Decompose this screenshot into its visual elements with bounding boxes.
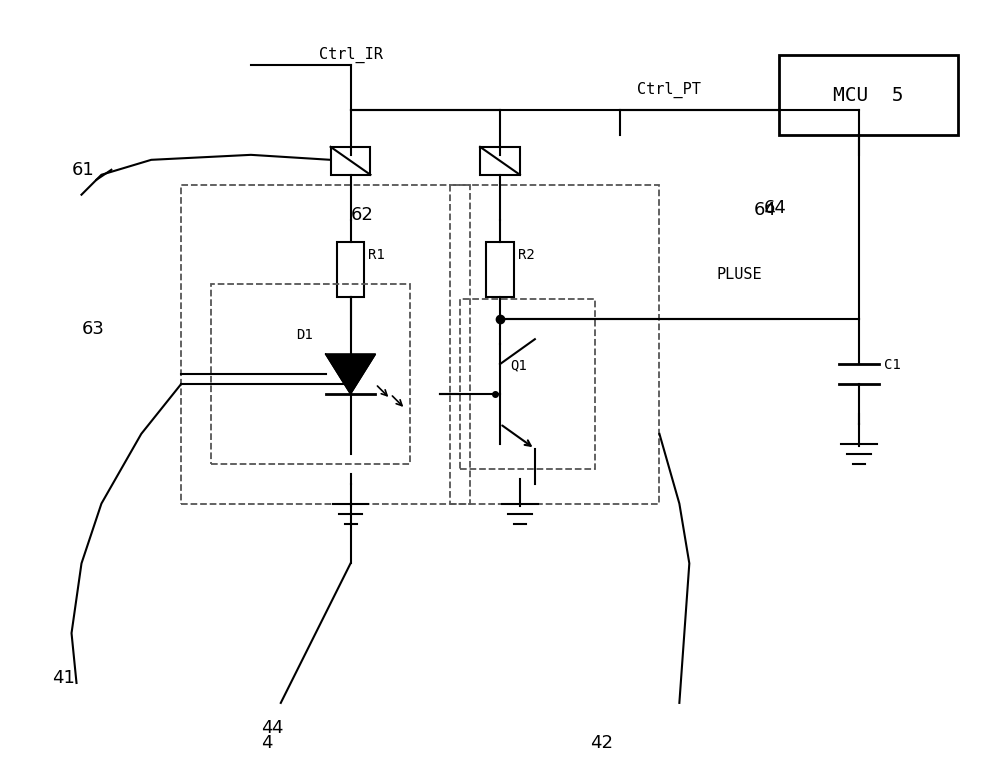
- Text: 62: 62: [351, 205, 373, 223]
- Bar: [211, 285, 410, 464]
- Text: R1: R1: [368, 249, 385, 263]
- Text: 4: 4: [261, 719, 272, 737]
- Text: Q1: Q1: [510, 358, 527, 372]
- Bar: [450, 185, 659, 503]
- Text: 42: 42: [590, 734, 613, 752]
- Text: 64: 64: [764, 198, 787, 216]
- Text: 4: 4: [271, 719, 282, 737]
- Text: PLUSE: PLUSE: [716, 267, 762, 282]
- Bar: [460, 299, 595, 469]
- Bar: [486, 242, 514, 297]
- Bar: [779, 55, 958, 135]
- Text: 61: 61: [72, 161, 94, 179]
- Bar: [181, 185, 470, 503]
- Text: Ctrl_IR: Ctrl_IR: [319, 47, 382, 64]
- Text: D1: D1: [296, 328, 312, 342]
- Polygon shape: [326, 354, 375, 394]
- Bar: [331, 147, 370, 175]
- Text: 4: 4: [261, 734, 272, 752]
- Text: R2: R2: [518, 249, 535, 263]
- Bar: [480, 147, 520, 175]
- Bar: [337, 242, 364, 297]
- Text: 64: 64: [754, 201, 777, 219]
- Text: Ctrl_PT: Ctrl_PT: [637, 82, 701, 98]
- Text: 41: 41: [52, 669, 74, 687]
- Text: 63: 63: [81, 320, 104, 338]
- Text: MCU  5: MCU 5: [833, 85, 904, 104]
- Text: C1: C1: [884, 358, 900, 372]
